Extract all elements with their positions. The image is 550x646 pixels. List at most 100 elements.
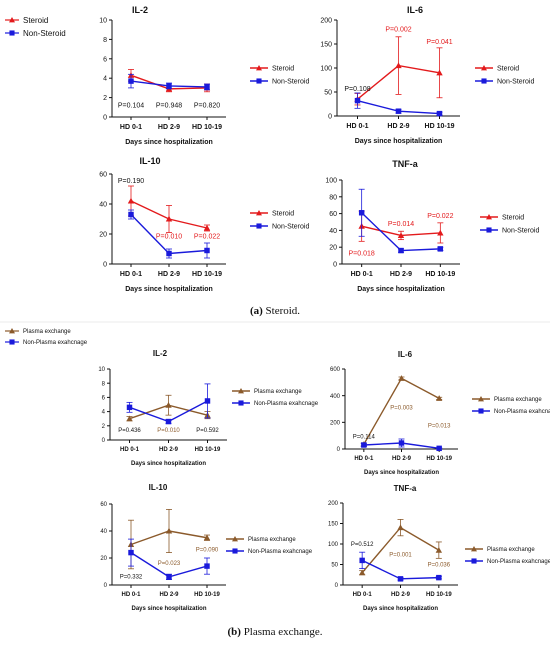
data-point <box>395 108 402 114</box>
caption-b-text: Plasma exchange. <box>243 626 323 638</box>
y-tick-label: 40 <box>329 228 337 235</box>
data-point <box>203 224 211 231</box>
x-axis-label: Days since hospitalization <box>363 606 438 612</box>
y-tick-label: 8 <box>103 37 107 44</box>
data-point <box>437 229 444 236</box>
series-control <box>359 551 442 582</box>
chart-b-tnf: TNF-a 0 50 100 150 200 HD 0-1 HD 2-9 HD 10-19 Day… <box>328 484 550 612</box>
legend-label: Plasma exchange <box>23 329 71 335</box>
y-tick-label: 10 <box>99 17 107 24</box>
x-tick-label: HD 2-9 <box>390 271 412 278</box>
series-treatment <box>126 394 211 422</box>
p-value-label: P=0.023 <box>158 561 181 567</box>
data-point <box>166 83 172 89</box>
series-control <box>354 92 443 117</box>
x-axis-label: Days since hospitalization <box>125 139 213 146</box>
y-tick-label: 60 <box>100 502 107 508</box>
legend-label: Non-Plasma exahcnage <box>248 549 313 555</box>
chart-title: IL-10 <box>149 483 168 492</box>
y-tick-label: 100 <box>320 65 332 72</box>
legend-label: Non-Plasma exahcnage <box>23 340 88 346</box>
y-tick-label: 40 <box>99 201 107 208</box>
legend-label: Plasma exchange <box>487 547 535 553</box>
series-treatment <box>354 36 443 106</box>
triangle-marker-icon <box>481 65 487 71</box>
p-value-label: P=0.003 <box>390 406 413 412</box>
data-point <box>204 247 210 254</box>
data-point <box>204 84 210 90</box>
p-value-label: P=0.592 <box>196 428 219 434</box>
x-tick-label: HD 10-19 <box>194 592 220 598</box>
triangle-marker-icon <box>471 546 477 552</box>
triangle-marker-icon <box>232 536 238 542</box>
x-tick-label: HD 2-9 <box>159 447 179 453</box>
p-value-label: P=0.090 <box>196 547 219 553</box>
square-marker-icon <box>9 30 15 36</box>
panel-a-legend: Steroid Non-Steroid <box>5 16 66 38</box>
legend-label: Non-Plasma exahcnage <box>254 401 319 407</box>
y-tick-label: 100 <box>328 542 339 548</box>
p-value-label: P=0.436 <box>118 428 141 434</box>
data-point <box>436 69 443 76</box>
series-control <box>128 73 210 91</box>
data-point <box>128 549 134 556</box>
caption-a-letter: (a) <box>249 305 263 317</box>
x-axis-label: Days since hospitalization <box>364 470 439 476</box>
x-tick-label: HD 0-1 <box>121 592 141 598</box>
series-control <box>128 209 210 259</box>
legend-label: Non-Plasma exahcnage <box>494 409 550 415</box>
legend-label: Non-Plasma exahcnage <box>487 559 550 565</box>
triangle-marker-icon <box>238 388 244 394</box>
y-tick-label: 0 <box>335 583 339 589</box>
data-point <box>165 402 172 408</box>
data-point <box>166 574 172 580</box>
data-point <box>165 527 173 534</box>
data-point <box>358 569 366 576</box>
triangle-marker-icon <box>9 328 15 334</box>
y-tick-label: 6 <box>102 396 106 402</box>
chart-title: IL-2 <box>153 349 168 358</box>
panel-b-legend: Plasma exchange Non-Plasma exahcnage <box>5 328 88 346</box>
square-marker-icon <box>481 78 487 84</box>
chart-title: IL-2 <box>132 5 148 15</box>
series-treatment <box>127 185 211 233</box>
y-tick-label: 200 <box>328 501 339 507</box>
x-axis-label: Days since hospitalization <box>125 286 213 293</box>
caption-b: (b) Plasma exchange. <box>0 626 550 638</box>
x-tick-label: HD 0-1 <box>120 447 140 453</box>
data-point <box>397 576 404 582</box>
p-value-label: P=0.190 <box>118 178 144 185</box>
legend-label: Steroid <box>502 214 524 221</box>
y-tick-label: 0 <box>337 447 341 453</box>
legend-label: Steroid <box>23 16 48 25</box>
square-marker-icon <box>471 558 477 564</box>
series-control <box>358 188 444 254</box>
y-tick-label: 200 <box>330 420 341 426</box>
square-marker-icon <box>9 339 15 345</box>
x-tick-label: HD 0-1 <box>120 271 142 278</box>
chart-b-il2: IL-2 0 2 4 6 8 10 HD 0-1 HD 2-9 HD 10-19 Days sinc… <box>98 349 318 467</box>
data-point <box>435 395 443 401</box>
series-control <box>128 538 210 580</box>
y-tick-label: 50 <box>324 89 332 96</box>
legend-label: Plasma exchange <box>248 537 296 543</box>
series-control <box>126 383 211 425</box>
x-axis-label: Days since hospitalization <box>355 138 443 145</box>
y-tick-label: 0 <box>102 438 106 444</box>
p-value-label: P=0.036 <box>428 563 451 569</box>
x-tick-label: HD 0-1 <box>351 271 373 278</box>
chart-b-il6: IL-6 0 200 400 600 HD 0-1 HD 2-9 HD 10-19 Days s… <box>330 350 550 476</box>
p-value-label: P=0.041 <box>426 39 452 46</box>
legend-label: Non-Steroid <box>272 78 309 85</box>
legend-label: Plasma exchange <box>494 397 542 403</box>
data-point <box>398 375 405 381</box>
x-tick-label: HD 0-1 <box>354 456 374 462</box>
y-tick-label: 150 <box>328 522 339 528</box>
y-tick-label: 8 <box>102 381 106 387</box>
x-tick-label: HD 10-19 <box>426 456 452 462</box>
p-value-label: P=0.018 <box>349 251 375 258</box>
p-value-label: P=0.013 <box>428 424 451 430</box>
y-tick-label: 40 <box>100 529 107 535</box>
square-marker-icon <box>256 78 262 84</box>
